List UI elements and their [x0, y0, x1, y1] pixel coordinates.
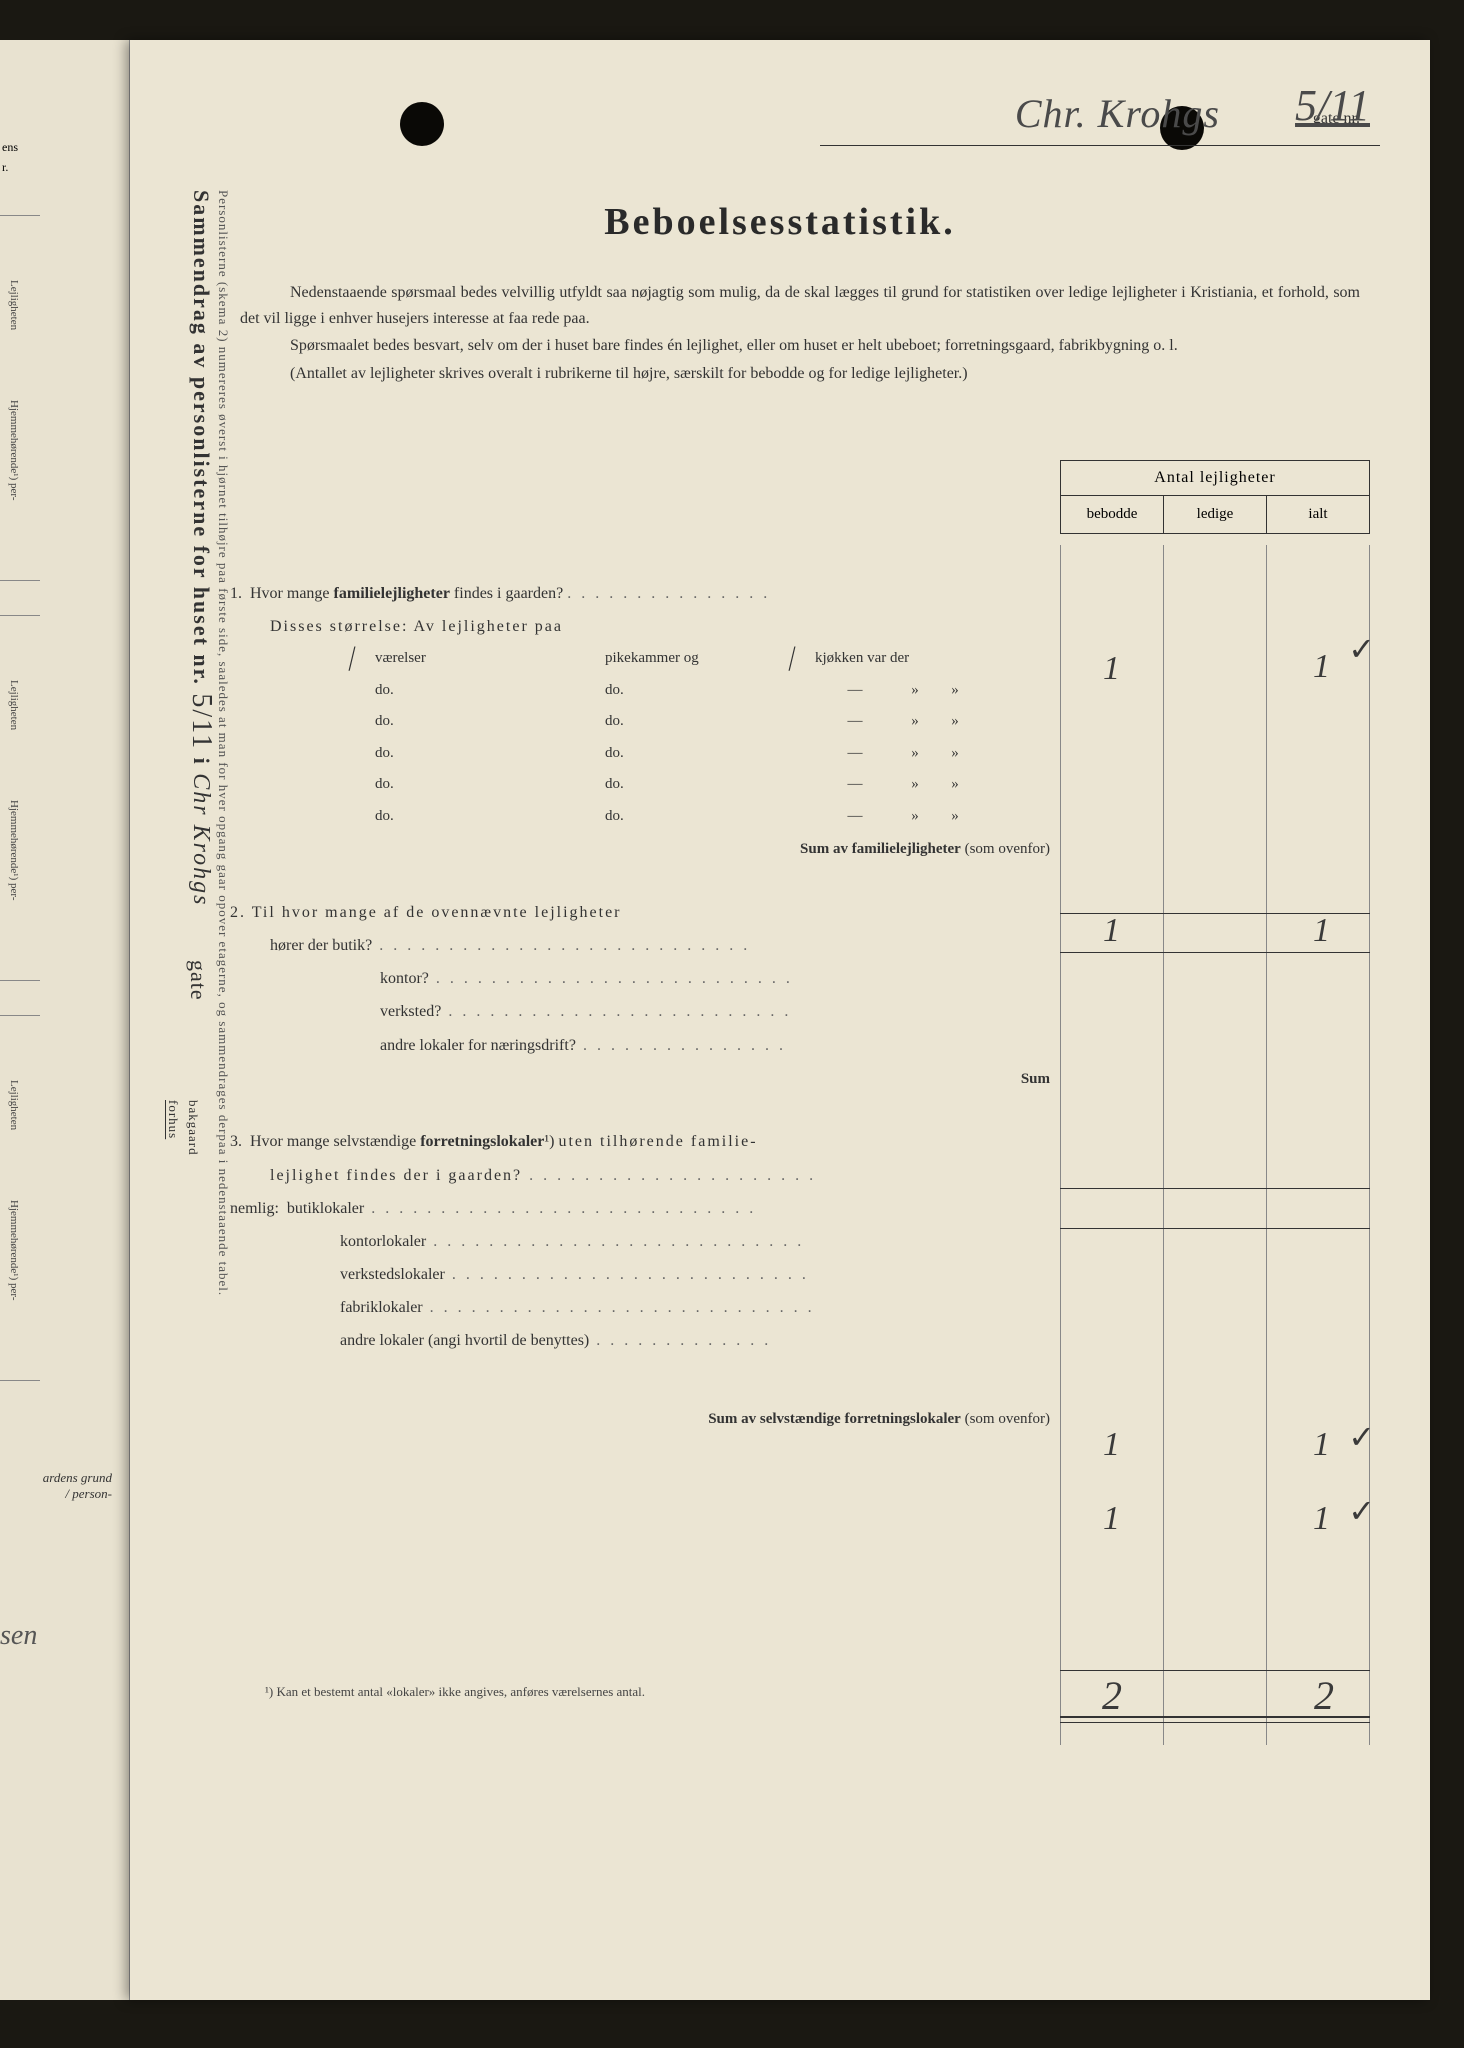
sidebar-street: Chr Krohgs: [188, 773, 214, 906]
hand-q1sum-bebodde: 1: [1103, 912, 1120, 950]
q3-andre: andre lokaler (angi hvortil de benyttes)…: [230, 1327, 1050, 1354]
q2-sum: Sum: [230, 1067, 1050, 1093]
left-label-lejligheten: Lejligheten: [8, 280, 20, 330]
q2-verksted: verksted? . . . . . . . . . . . . . . . …: [230, 998, 1050, 1025]
left-label-lejligheten: Lejligheten: [8, 1080, 20, 1130]
sidebar-main-text: Sammendrag av personlisterne for huset n…: [189, 190, 214, 686]
form-content: 1. Hvor mange familielejligheter findes …: [230, 580, 1050, 1432]
pikekammer-label: pikekammer og: [605, 646, 699, 672]
left-label-lejligheten: Lejligheten: [8, 680, 20, 730]
q2-kontor: kontor? . . . . . . . . . . . . . . . . …: [230, 965, 1050, 992]
q1-size-row1: /værelser pikekammer og /kjøkken var der: [230, 646, 1050, 672]
col-ialt: ialt: [1267, 496, 1369, 533]
table-header: Antal lejligheter bebodde ledige ialt: [1060, 460, 1370, 534]
check-mark: ✓: [1348, 630, 1375, 668]
punch-hole: [400, 102, 444, 146]
q3-nemlig-butik: nemlig: butiklokaler . . . . . . . . . .…: [230, 1195, 1050, 1222]
sidebar-subtext: Personlisterne (skema 2) numereres øvers…: [215, 190, 231, 1390]
check-mark: ✓: [1348, 1418, 1375, 1456]
left-margin-cells: Lejligheten Hjemmehørende¹) per- Lejligh…: [0, 80, 40, 1480]
q3-text: 3. Hvor mange selvstændige forretningslo…: [230, 1128, 1050, 1155]
intro-p3: (Antallet av lejligheter skrives overalt…: [240, 361, 1360, 387]
data-column-rules: [1060, 545, 1370, 1745]
document-page: Sammendrag av personlisterne for huset n…: [130, 40, 1430, 2000]
sum-rule: [1060, 952, 1370, 953]
q2-andre: andre lokaler for næringsdrift? . . . . …: [230, 1032, 1050, 1059]
q3-line2: lejlighet findes der i gaarden? . . . . …: [230, 1162, 1050, 1189]
q2-butik: hører der butik? . . . . . . . . . . . .…: [230, 932, 1050, 959]
hand-q1sum-ialt: 1: [1313, 912, 1330, 950]
kjokken-label: kjøkken var der: [815, 646, 909, 672]
q2-text: 2. Til hvor mange af de ovennævnte lejli…: [230, 899, 1050, 926]
hand-q3sum-ialt: 2: [1314, 1672, 1334, 1719]
q3-kontor: kontorlokaler . . . . . . . . . . . . . …: [230, 1228, 1050, 1255]
sum-rule: [1060, 1188, 1370, 1189]
left-margin-strip: Lejligheten Hjemmehørende¹) per- Lejligh…: [0, 40, 130, 2000]
left-label-hjemme: Hjemmehørende¹) per-: [8, 400, 20, 501]
header-underline: [820, 145, 1380, 146]
q3-verksted: verkstedslokaler . . . . . . . . . . . .…: [230, 1261, 1050, 1288]
q1-do-row: do.do.—»»: [230, 772, 1050, 798]
q3-sum: Sum av selvstændige forretningslokaler (…: [230, 1407, 1050, 1433]
q1-do-row: do.do.—»»: [230, 741, 1050, 767]
table-header-title: Antal lejligheter: [1061, 461, 1369, 496]
hand-kontor-ialt: 1: [1313, 1426, 1330, 1464]
page-title: Beboelsesstatistik.: [130, 200, 1430, 244]
sidebar-gate: gate: [185, 960, 211, 1060]
q3-fabrik: fabriklokaler . . . . . . . . . . . . . …: [230, 1294, 1050, 1321]
left-ens: ens: [2, 140, 18, 155]
vaerelser-label: værelser: [375, 646, 426, 672]
sidebar-nr: 5/11: [186, 693, 217, 750]
footnote: ¹) Kan et bestemt antal «lokaler» ikke a…: [265, 1684, 645, 1700]
col-bebodde: bebodde: [1061, 496, 1164, 533]
intro-p2: Spørsmaalet bedes besvart, selv om der i…: [240, 333, 1360, 359]
header-gate-number: 5/11: [1295, 80, 1370, 131]
hand-q1-ialt: 1: [1313, 648, 1330, 686]
hand-fabrik-ialt: 1: [1313, 1500, 1330, 1538]
header-street-script: Chr. Krohgs: [1015, 90, 1220, 137]
col-ledige: ledige: [1164, 496, 1267, 533]
q1-sum: Sum av familielejligheter (som ovenfor): [230, 837, 1050, 863]
left-signature: sen: [0, 1620, 37, 1652]
left-r: r.: [2, 160, 8, 175]
sum-rule: [1060, 1228, 1370, 1229]
left-label-hjemme: Hjemmehørende¹) per-: [8, 1200, 20, 1301]
hand-q1-bebodde: 1: [1103, 650, 1120, 688]
q1-do-row: do.do.—»»: [230, 804, 1050, 830]
left-label-hjemme: Hjemmehørende¹) per-: [8, 800, 20, 901]
left-bottom-text: ardens grund / person-: [0, 1470, 120, 1502]
q1-text: 1. Hvor mange familielejligheter findes …: [230, 580, 1050, 607]
intro-p1: Nedenstaaende spørsmaal bedes velvillig …: [240, 280, 1360, 331]
hand-fabrik-bebodde: 1: [1103, 1500, 1120, 1538]
left-bottom-1: ardens grund: [43, 1470, 112, 1485]
intro-text: Nedenstaaende spørsmaal bedes velvillig …: [240, 280, 1360, 388]
check-mark: ✓: [1348, 1492, 1375, 1530]
q1-do-row: do.do.—»»: [230, 709, 1050, 735]
hand-q3sum-bebodde: 2: [1102, 1672, 1122, 1719]
hand-kontor-bebodde: 1: [1103, 1426, 1120, 1464]
left-bottom-2: / person-: [65, 1486, 112, 1501]
sidebar-bakgaard: bakgaard: [185, 1100, 201, 1240]
sum-rule: [1060, 1670, 1370, 1671]
sum-rule-final: [1060, 1722, 1370, 1723]
sidebar-forhus: forhus: [165, 1100, 181, 1240]
